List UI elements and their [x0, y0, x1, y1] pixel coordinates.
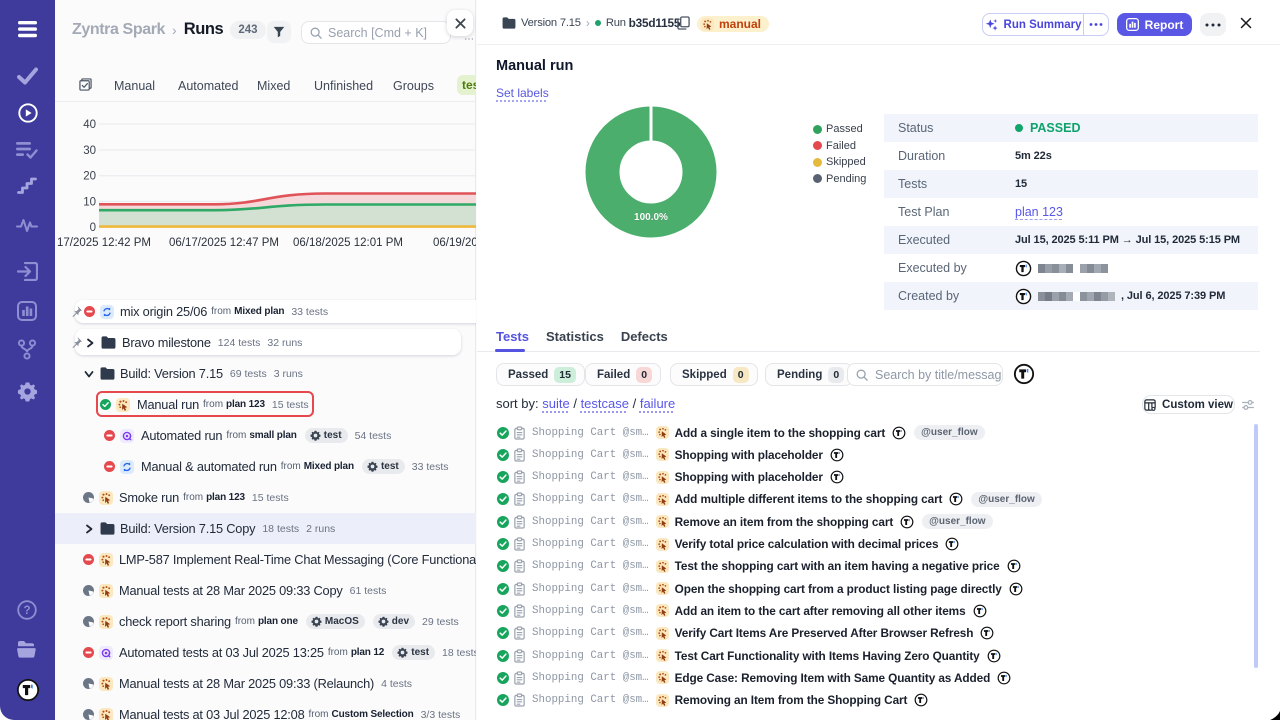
svg-text:0: 0	[90, 222, 96, 234]
svg-text:30: 30	[83, 145, 96, 157]
svg-text:17/2025 12:42 PM: 17/2025 12:42 PM	[57, 237, 151, 249]
svg-text:06/17/2025 12:47 PM: 06/17/2025 12:47 PM	[169, 237, 279, 249]
svg-text:?: ?	[23, 605, 30, 617]
svg-text:100.0%: 100.0%	[634, 212, 668, 223]
svg-text:20: 20	[83, 171, 96, 183]
svg-text:06/19/2025: 06/19/2025	[433, 237, 476, 249]
svg-text:10: 10	[83, 196, 96, 208]
svg-text:06/18/2025 12:01 PM: 06/18/2025 12:01 PM	[293, 237, 403, 249]
svg-text:40: 40	[83, 119, 96, 131]
